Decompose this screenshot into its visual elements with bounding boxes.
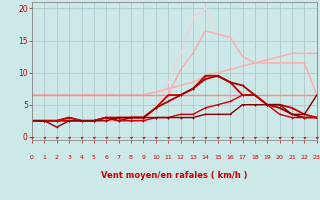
X-axis label: Vent moyen/en rafales ( km/h ): Vent moyen/en rafales ( km/h ) xyxy=(101,171,248,180)
